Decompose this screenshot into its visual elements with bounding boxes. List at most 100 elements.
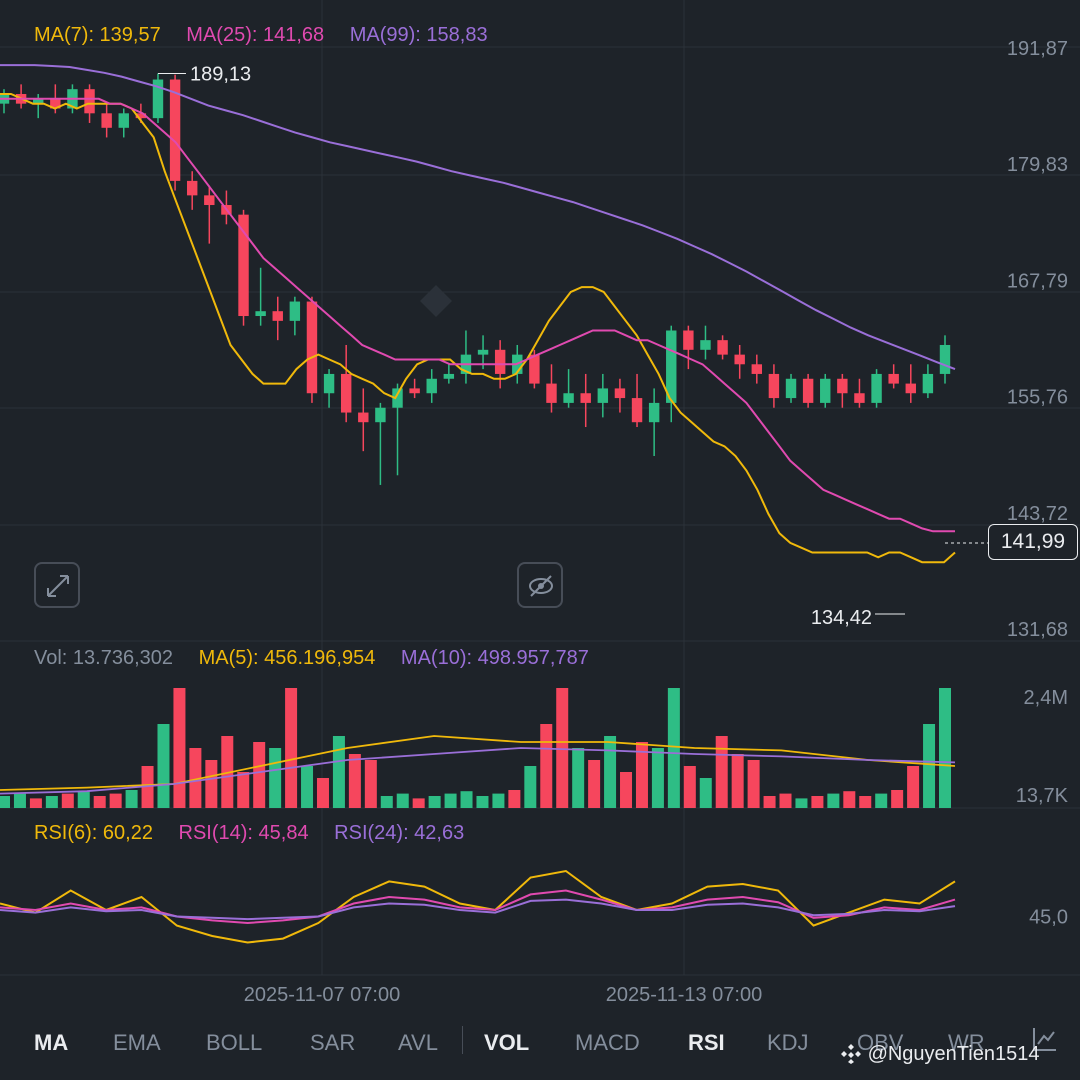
volume-bar	[699, 778, 712, 808]
volume-bar	[843, 791, 856, 808]
time-axis-label: 2025-11-07 07:00	[244, 984, 400, 1006]
volume-bar	[157, 724, 170, 808]
volume-bar	[444, 793, 457, 808]
volume-bar	[524, 766, 537, 808]
candle-body	[443, 373, 455, 379]
candle-body	[597, 388, 609, 403]
candle-body	[837, 378, 848, 394]
tab-kdj[interactable]: KDJ	[767, 1030, 809, 1055]
candle-body	[169, 79, 181, 181]
volume-bar	[109, 793, 122, 808]
legend-ma25: MA(25): 141,68	[186, 24, 325, 46]
volume-bar	[635, 742, 648, 808]
candle-body	[751, 364, 763, 374]
volume-bar	[859, 796, 872, 808]
tab-vol[interactable]: VOL	[484, 1030, 530, 1055]
volume-bar	[763, 796, 776, 808]
volume-bar	[205, 760, 218, 808]
volume-bar	[189, 748, 202, 808]
candle-body	[905, 383, 916, 394]
volume-bar	[939, 688, 951, 808]
candle-body	[392, 388, 403, 408]
candle-body	[289, 301, 301, 321]
ma7-line	[0, 93, 956, 564]
candle-body	[546, 383, 557, 403]
volume-bar	[237, 772, 250, 808]
volume-bar	[0, 796, 10, 808]
candle-body	[84, 89, 95, 114]
volume-bar	[301, 766, 314, 808]
candle-body	[50, 98, 61, 109]
volume-bar	[412, 798, 425, 808]
candle-body	[340, 373, 352, 413]
rsi-legend: RSI(6): 60,22 RSI(14): 45,84 RSI(24): 42…	[34, 822, 484, 845]
tab-avl[interactable]: AVL	[398, 1030, 438, 1055]
tab-ema[interactable]: EMA	[113, 1030, 161, 1055]
candle-body	[255, 311, 266, 317]
volume-bar	[61, 793, 74, 808]
ma-legend: MA(7): 139,57 MA(25): 141,68 MA(99): 158…	[34, 24, 508, 47]
binance-logo-icon	[841, 1044, 861, 1064]
tab-ma[interactable]: MA	[34, 1030, 69, 1055]
legend-rsi6: RSI(6): 60,22	[34, 822, 153, 844]
volume-bar	[731, 754, 744, 808]
volume-bar	[891, 790, 904, 808]
candle-body	[101, 113, 112, 128]
volume-bar	[667, 688, 680, 808]
volume-bar	[907, 766, 920, 808]
candle-body	[648, 402, 660, 423]
volume-ma-line	[0, 747, 956, 795]
legend-ma7: MA(7): 139,57	[34, 24, 161, 46]
candle-body	[580, 393, 591, 403]
volume-bar	[173, 688, 186, 808]
volume-bar	[572, 748, 585, 808]
volume-bar	[253, 742, 266, 808]
volume-bar	[651, 748, 664, 808]
volume-bar	[316, 778, 329, 808]
expand-button[interactable]	[34, 562, 80, 608]
legend-vol: Vol: 13.736,302	[34, 647, 174, 669]
legend-rsi14: RSI(14): 45,84	[178, 822, 309, 844]
candle-body	[529, 354, 540, 384]
tab-boll[interactable]: BOLL	[206, 1030, 263, 1055]
rsi-tick-label: 45,0	[1029, 907, 1068, 929]
hide-indicators-button[interactable]	[517, 562, 563, 608]
tab-divider	[462, 1026, 463, 1054]
tab-macd[interactable]: MACD	[575, 1030, 640, 1055]
volume-tick-label: 2,4M	[1024, 687, 1068, 709]
volume-bar	[460, 791, 473, 808]
volume-bar	[428, 796, 441, 808]
tab-obv[interactable]: OBV	[857, 1030, 904, 1055]
candle-body	[33, 98, 44, 104]
volume-bar	[332, 736, 345, 808]
legend-vol-ma10: MA(10): 498.957,787	[400, 647, 589, 669]
volume-bar	[747, 760, 760, 808]
tab-sar[interactable]: SAR	[310, 1030, 356, 1055]
candle-body	[666, 330, 677, 403]
volume-bar	[811, 796, 824, 808]
volume-tick-label: 13,7K	[1016, 785, 1069, 807]
candle-body	[494, 349, 506, 374]
volume-bar	[508, 790, 521, 808]
candle-body	[375, 407, 386, 423]
volume-bar	[348, 754, 361, 808]
candle-body	[563, 393, 574, 403]
chart-settings-icon[interactable]	[1030, 1024, 1060, 1054]
tab-rsi[interactable]: RSI	[688, 1030, 725, 1055]
candle-body	[785, 378, 797, 399]
volume-bar	[556, 688, 569, 808]
rsi24-line	[0, 898, 956, 921]
volume-bar	[604, 736, 617, 808]
volume-bar	[29, 798, 42, 808]
rsi6-line	[0, 869, 956, 944]
candle-body	[358, 412, 369, 423]
candle-body	[272, 311, 283, 321]
volume-bar	[13, 793, 26, 808]
candle-body	[426, 378, 437, 394]
candle-body	[820, 378, 831, 403]
candle-body	[409, 388, 420, 394]
candle-body	[734, 354, 745, 365]
tab-wr[interactable]: WR	[948, 1030, 985, 1055]
volume-bar	[875, 793, 888, 808]
